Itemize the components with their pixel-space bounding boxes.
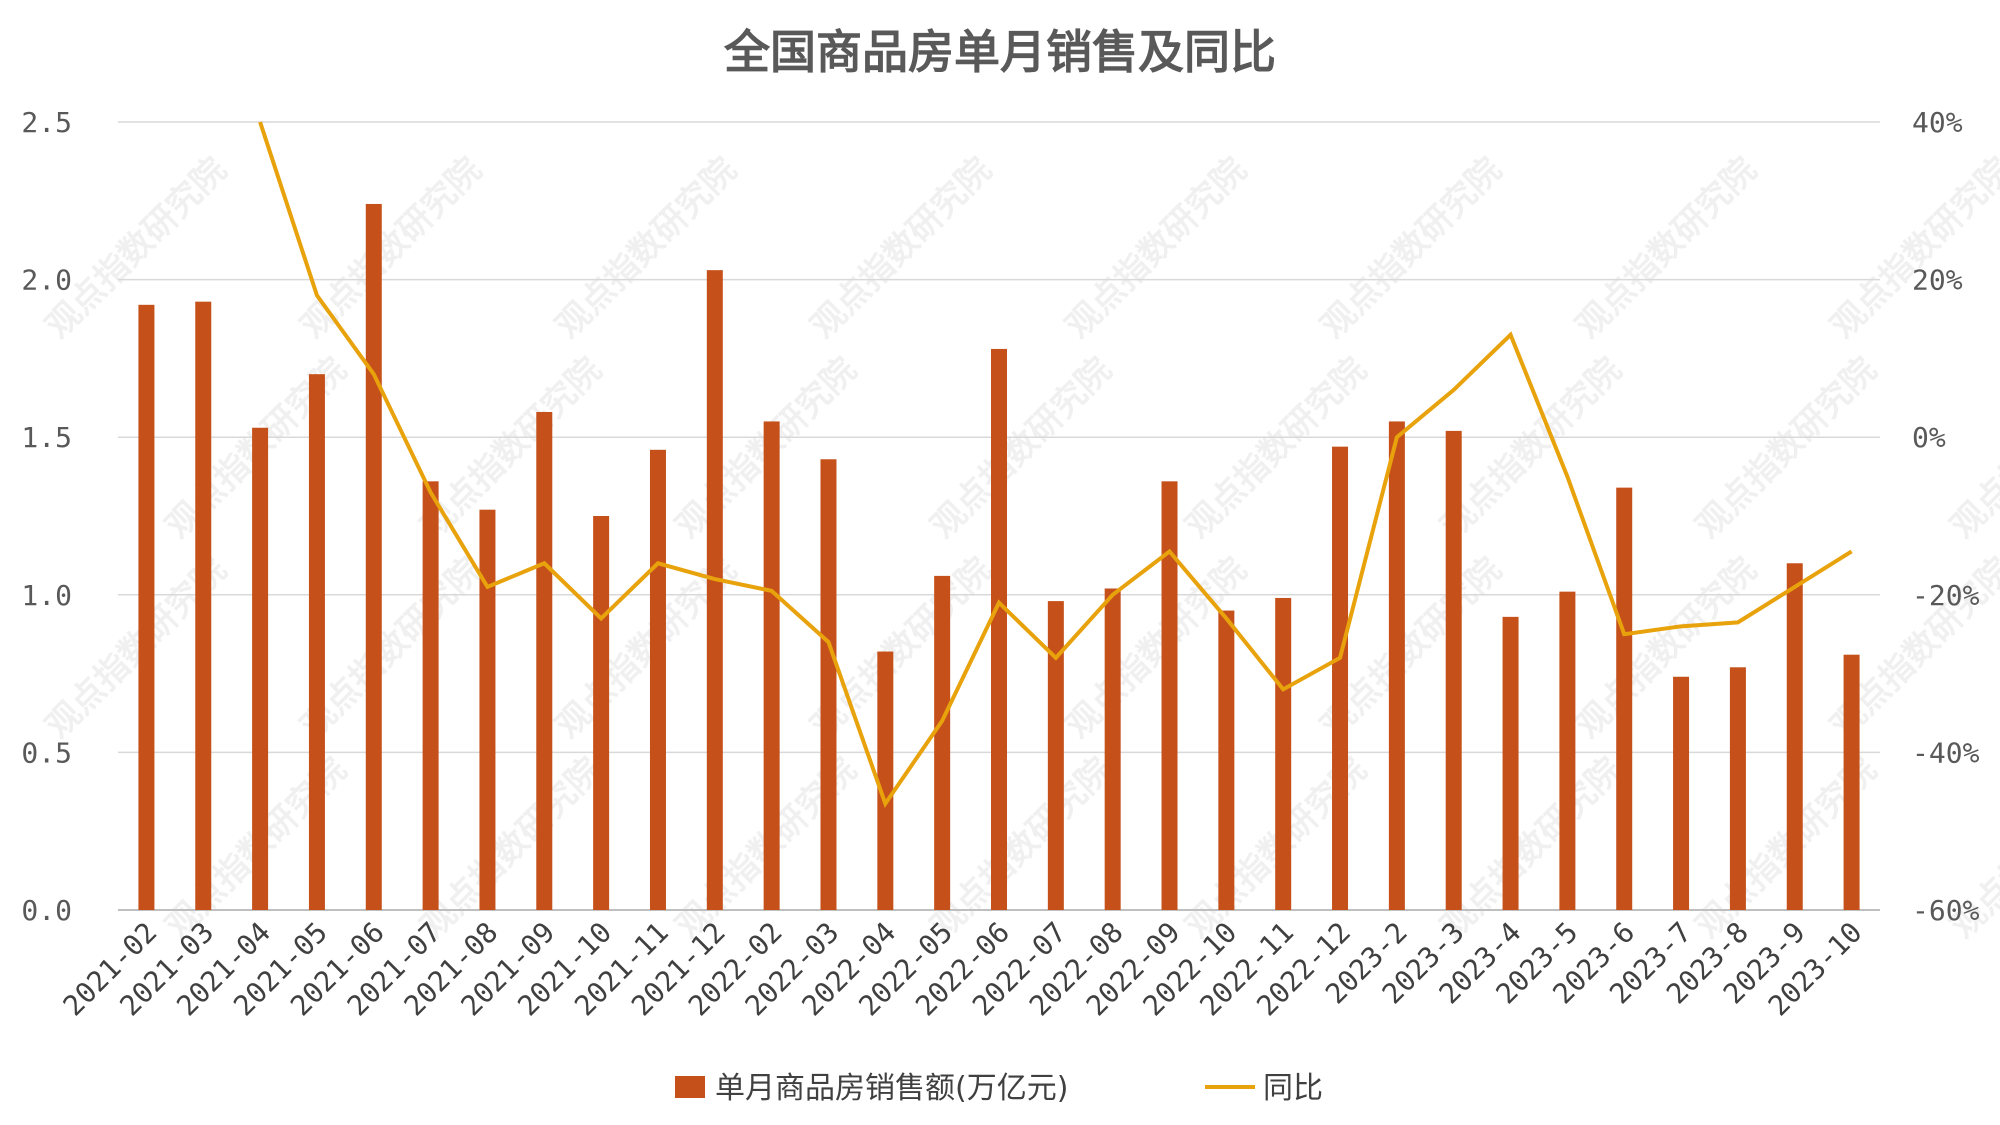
bar: [820, 459, 837, 910]
bar: [1161, 481, 1178, 910]
bar: [1104, 588, 1121, 910]
bar: [934, 575, 951, 910]
legend: 单月商品房销售额(万亿元) 同比: [675, 1071, 1323, 1106]
legend-bar-swatch: [675, 1076, 705, 1098]
watermark-text: 观点指数研究院: [413, 750, 610, 947]
watermark-text: 观点指数研究院: [1943, 350, 2000, 547]
bar: [1729, 667, 1746, 910]
bar: [763, 421, 780, 910]
y-left-tick-label: 1.5: [21, 421, 72, 454]
bar: [1275, 597, 1292, 910]
watermark-text: 观点指数研究院: [923, 350, 1120, 547]
x-axis: 2021-022021-032021-042021-052021-062021-…: [57, 916, 1869, 1023]
bar: [1218, 610, 1235, 910]
legend-line-label: 同比: [1263, 1071, 1323, 1106]
y-right-tick-label: -60%: [1912, 894, 1980, 927]
bar: [1673, 676, 1690, 910]
bar: [422, 481, 439, 910]
bar: [252, 427, 269, 910]
y-right-tick-label: -20%: [1912, 579, 1980, 612]
watermark-text: 观点指数研究院: [413, 350, 610, 547]
bar: [195, 301, 212, 910]
y-left-tick-label: 2.5: [21, 106, 72, 139]
bar: [877, 651, 894, 910]
watermark-layer: 观点指数研究院 观点指数研究院 观点指数研究院 观点指数研究院 观点指数研究院 观点指数研…: [38, 150, 2000, 947]
bar: [1786, 563, 1803, 910]
watermark-text: 观点指数研究院: [1823, 150, 2000, 347]
watermark-text: 观点指数研究院: [803, 150, 1000, 347]
bar: [1616, 487, 1633, 910]
bar: [1047, 601, 1064, 910]
y-left-tick-label: 0.0: [21, 894, 72, 927]
bar: [479, 509, 496, 910]
watermark-text: 观点指数研究院: [1433, 750, 1630, 947]
bar: [536, 411, 553, 910]
bar: [1843, 654, 1860, 910]
y-right-tick-label: -40%: [1912, 736, 1980, 769]
bar: [706, 270, 723, 910]
y-right-tick-label: 20%: [1912, 264, 1963, 297]
watermark-text: 观点指数研究院: [923, 750, 1120, 947]
bar: [1445, 430, 1462, 910]
bar: [1559, 591, 1576, 910]
chart-title: 全国商品房单月销售及同比: [723, 25, 1276, 79]
bar: [1502, 616, 1519, 910]
line-series: [258, 121, 1853, 808]
watermark-text: 观点指数研究院: [1688, 350, 1885, 547]
y-axis-right: -60% -40% -20% 0% 20% 40%: [1912, 106, 1980, 927]
watermark-text: 观点指数研究院: [1568, 150, 1765, 347]
legend-bar-label: 单月商品房销售额(万亿元): [715, 1071, 1068, 1106]
y-left-tick-label: 1.0: [21, 579, 72, 612]
bar: [649, 449, 666, 910]
y-left-tick-label: 0.5: [21, 736, 72, 769]
watermark-text: 观点指数研究院: [1058, 150, 1255, 347]
bar: [991, 348, 1007, 911]
bar: [1332, 446, 1349, 910]
bar: [365, 203, 382, 910]
watermark-text: 观点指数研究院: [1313, 150, 1510, 347]
y-left-tick-label: 2.0: [21, 264, 72, 297]
bar: [593, 516, 610, 910]
y-axis-left: 0.0 0.5 1.0 1.5 2.0 2.5: [21, 106, 72, 927]
bar: [1388, 421, 1405, 910]
bar: [308, 374, 325, 910]
y-right-tick-label: 0%: [1912, 421, 1946, 454]
bar: [138, 304, 155, 910]
watermark-text: 观点指数研究院: [293, 150, 490, 347]
y-right-tick-label: 40%: [1912, 106, 1963, 139]
